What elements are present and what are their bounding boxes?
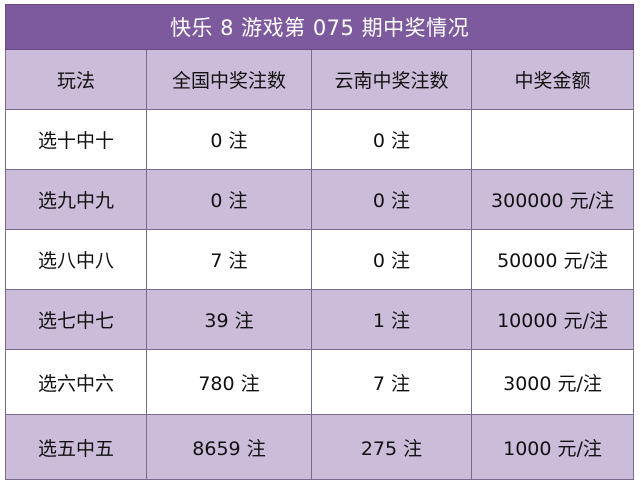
table-row: 选六中六 780 注 7 注 3000 元/注: [5, 349, 635, 415]
cell-national: 780 注: [146, 349, 312, 415]
table-row: 选十中十 0 注 0 注: [5, 109, 635, 170]
header-play: 玩法: [5, 49, 147, 110]
cell-amount: 3000 元/注: [470, 349, 635, 415]
cell-yunnan: 0 注: [311, 109, 472, 170]
header-amount: 中奖金额: [470, 49, 635, 110]
cell-yunnan: 0 注: [311, 229, 472, 290]
cell-yunnan: 275 注: [311, 414, 472, 480]
prize-table: 快乐 8 游戏第 075 期中奖情况 玩法 全国中奖注数 云南中奖注数 中奖金额…: [4, 4, 635, 480]
cell-national: 39 注: [146, 289, 312, 350]
cell-amount: 10000 元/注: [470, 289, 635, 350]
cell-national: 0 注: [146, 169, 312, 230]
cell-play: 选九中九: [5, 169, 147, 230]
cell-amount: 300000 元/注: [470, 169, 635, 230]
title-row: 快乐 8 游戏第 075 期中奖情况: [4, 4, 635, 50]
cell-national: 7 注: [146, 229, 312, 290]
cell-amount: 1000 元/注: [470, 414, 635, 480]
cell-play: 选八中八: [5, 229, 147, 290]
header-row: 玩法 全国中奖注数 云南中奖注数 中奖金额: [5, 49, 635, 110]
header-yunnan-count: 云南中奖注数: [311, 49, 472, 110]
table-row: 选九中九 0 注 0 注 300000 元/注: [5, 169, 635, 230]
cell-yunnan: 7 注: [311, 349, 472, 415]
cell-national: 0 注: [146, 109, 312, 170]
cell-play: 选十中十: [5, 109, 147, 170]
cell-yunnan: 0 注: [311, 169, 472, 230]
header-national-count: 全国中奖注数: [146, 49, 312, 110]
cell-play: 选五中五: [5, 414, 147, 480]
table-row: 选七中七 39 注 1 注 10000 元/注: [5, 289, 635, 350]
cell-amount: 50000 元/注: [470, 229, 635, 290]
table-title: 快乐 8 游戏第 075 期中奖情况: [4, 4, 635, 50]
table-row: 选五中五 8659 注 275 注 1000 元/注: [5, 414, 635, 480]
cell-national: 8659 注: [146, 414, 312, 480]
cell-yunnan: 1 注: [311, 289, 472, 350]
cell-play: 选七中七: [5, 289, 147, 350]
prize-table-container: 快乐 8 游戏第 075 期中奖情况 玩法 全国中奖注数 云南中奖注数 中奖金额…: [4, 4, 635, 480]
cell-play: 选六中六: [5, 349, 147, 415]
table-row: 选八中八 7 注 0 注 50000 元/注: [5, 229, 635, 290]
cell-amount: [470, 109, 635, 170]
